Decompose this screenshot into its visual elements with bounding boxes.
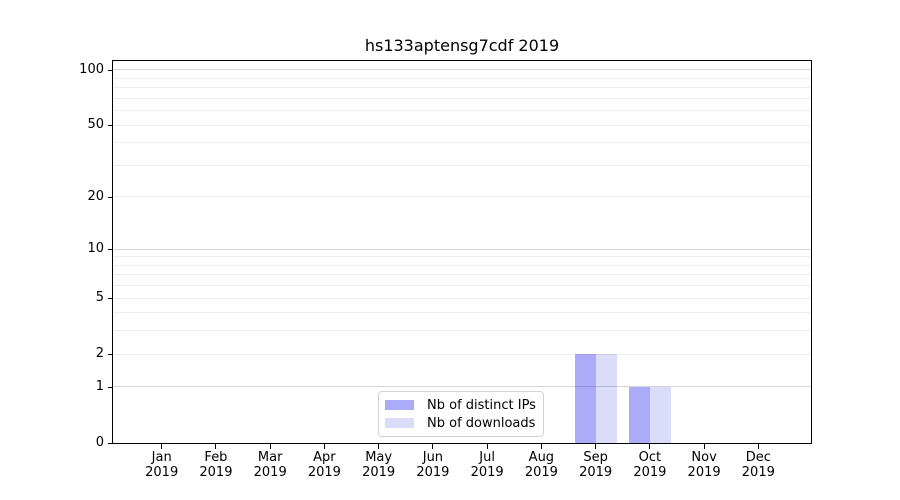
- minor-gridline: [113, 353, 811, 355]
- major-gridline: [113, 248, 811, 250]
- x-tick-month: Mar: [257, 450, 283, 465]
- y-axis-tick-label: 10: [87, 241, 104, 257]
- x-tick-year: 2019: [199, 465, 233, 480]
- minor-gridline: [113, 274, 811, 276]
- x-tick-month: Aug: [528, 450, 555, 465]
- y-axis-tick-label: 5: [95, 290, 104, 306]
- x-axis-tick-label: Mar 2019: [240, 450, 300, 480]
- x-tick-month: Jan: [151, 450, 172, 465]
- x-tick-year: 2019: [741, 465, 775, 480]
- legend-item: Nb of downloads: [385, 414, 535, 432]
- legend-label: Nb of distinct IPs: [427, 397, 536, 413]
- x-tick-month: Jun: [422, 450, 444, 465]
- minor-gridline: [113, 97, 811, 99]
- minor-gridline: [113, 285, 811, 287]
- x-tick-year: 2019: [633, 465, 667, 480]
- y-tick-mark: [108, 196, 113, 198]
- minor-gridline: [113, 142, 811, 144]
- x-tick-month: Nov: [691, 450, 717, 465]
- x-tick-month: Apr: [313, 450, 336, 465]
- y-tick-mark: [108, 386, 113, 388]
- minor-gridline: [113, 110, 811, 112]
- legend-swatch-distinct-ips: [385, 400, 414, 410]
- x-tick-year: 2019: [687, 465, 721, 480]
- x-tick-year: 2019: [307, 465, 341, 480]
- minor-gridline: [113, 297, 811, 299]
- x-tick-year: 2019: [524, 465, 558, 480]
- bar-distinct-ips-sep: [574, 354, 596, 443]
- x-tick-mark: [432, 444, 434, 449]
- major-gridline: [113, 69, 811, 71]
- x-axis-tick-label: Jan 2019: [132, 450, 192, 480]
- minor-gridline: [113, 330, 811, 332]
- chart-title: hs133aptensg7cdf 2019: [364, 36, 560, 55]
- x-tick-year: 2019: [579, 465, 613, 480]
- bar-downloads-oct: [649, 386, 671, 443]
- x-tick-month: Feb: [204, 450, 228, 465]
- plot-area: [112, 60, 812, 444]
- minor-gridline: [113, 312, 811, 314]
- x-tick-mark: [595, 444, 597, 449]
- x-axis-tick-label: Feb 2019: [186, 450, 246, 480]
- minor-gridline: [113, 256, 811, 258]
- x-tick-year: 2019: [362, 465, 396, 480]
- x-tick-mark: [323, 444, 325, 449]
- x-axis-tick-label: Nov 2019: [674, 450, 734, 480]
- y-tick-mark: [108, 354, 113, 356]
- x-axis-tick-label: Apr 2019: [294, 450, 354, 480]
- x-tick-year: 2019: [145, 465, 179, 480]
- x-tick-mark: [378, 444, 380, 449]
- x-axis-tick-label: Oct 2019: [620, 450, 680, 480]
- x-tick-year: 2019: [416, 465, 450, 480]
- y-axis-tick-label: 2: [95, 346, 104, 362]
- x-tick-mark: [540, 444, 542, 449]
- x-tick-mark: [269, 444, 271, 449]
- legend-item: Nb of distinct IPs: [385, 396, 536, 414]
- y-axis-tick-label: 0: [95, 435, 104, 450]
- major-gridline: [113, 386, 811, 388]
- x-tick-month: Dec: [745, 450, 771, 465]
- legend-label: Nb of downloads: [427, 415, 536, 431]
- x-tick-month: Oct: [638, 450, 662, 465]
- x-tick-mark: [649, 444, 651, 449]
- x-axis-tick-label: Aug 2019: [511, 450, 571, 480]
- bar-distinct-ips-oct: [628, 386, 650, 443]
- y-axis-tick-label: 20: [87, 188, 104, 204]
- minor-gridline: [113, 164, 811, 166]
- minor-gridline: [113, 87, 811, 89]
- x-tick-month: May: [365, 450, 393, 465]
- y-axis-tick-label: 100: [79, 61, 104, 77]
- y-tick-mark: [108, 443, 113, 444]
- minor-gridline: [113, 196, 811, 198]
- x-axis-tick-label: Sep 2019: [566, 450, 626, 480]
- x-tick-year: 2019: [470, 465, 504, 480]
- x-axis-tick-label: Jun 2019: [403, 450, 463, 480]
- x-axis-tick-label: May 2019: [349, 450, 409, 480]
- legend: Nb of distinct IPs Nb of downloads: [378, 391, 544, 437]
- y-tick-mark: [108, 298, 113, 300]
- x-tick-month: Jul: [479, 450, 495, 465]
- x-tick-mark: [161, 444, 163, 449]
- x-tick-mark: [757, 444, 759, 449]
- bar-downloads-sep: [595, 354, 617, 443]
- x-tick-mark: [486, 444, 488, 449]
- y-tick-mark: [108, 249, 113, 251]
- y-tick-mark: [108, 69, 113, 71]
- x-tick-year: 2019: [253, 465, 287, 480]
- minor-gridline: [113, 77, 811, 79]
- minor-gridline: [113, 124, 811, 126]
- x-tick-month: Sep: [583, 450, 608, 465]
- legend-swatch-downloads: [385, 418, 414, 428]
- y-tick-mark: [108, 125, 113, 127]
- x-tick-mark: [703, 444, 705, 449]
- minor-gridline: [113, 264, 811, 266]
- x-tick-mark: [215, 444, 217, 449]
- y-axis-tick-label: 1: [95, 378, 104, 394]
- x-axis-tick-label: Jul 2019: [457, 450, 517, 480]
- x-axis-tick-label: Dec 2019: [728, 450, 788, 480]
- y-axis-tick-label: 50: [87, 117, 104, 133]
